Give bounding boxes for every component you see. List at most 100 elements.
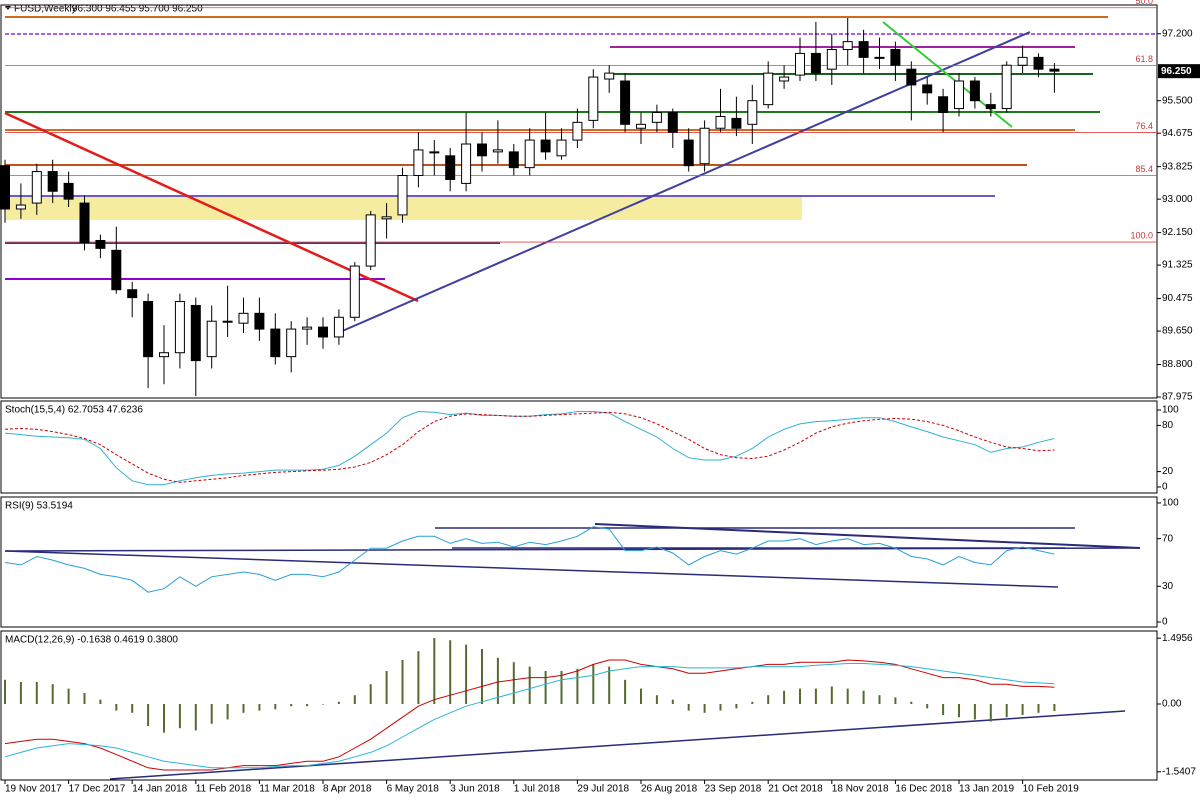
- histogram-bar: [226, 704, 229, 720]
- x-tick-label: 8 Apr 2018: [323, 784, 372, 795]
- candle-body: [588, 76, 599, 121]
- candle-body: [111, 249, 122, 291]
- candle-body: [397, 175, 408, 216]
- histogram-bar: [83, 693, 86, 705]
- histogram-bar: [878, 695, 881, 705]
- indicator-title: MACD(12,26,9) -0.1638 0.4619 0.3800: [5, 635, 178, 646]
- candle-body: [715, 115, 726, 129]
- y-tick-label: 0: [1162, 482, 1168, 493]
- candle-body: [254, 312, 265, 330]
- candle-body: [556, 139, 567, 157]
- histogram-bar: [194, 704, 197, 731]
- candle-body: [0, 165, 10, 210]
- trend-line: [4, 550, 1059, 588]
- histogram-bar: [290, 704, 293, 707]
- histogram-bar: [147, 704, 150, 727]
- candle-body: [159, 352, 169, 358]
- candle-body: [477, 143, 487, 157]
- histogram-bar: [846, 688, 849, 705]
- candle-body: [381, 216, 392, 220]
- candle-body: [461, 143, 472, 184]
- histogram-bar: [624, 679, 627, 705]
- candle-body: [810, 52, 821, 74]
- x-tick-label: 14 Jan 2018: [132, 784, 187, 795]
- histogram-bar: [512, 662, 515, 705]
- histogram-bar: [783, 690, 786, 705]
- histogram-bar: [735, 704, 738, 709]
- histogram-bar: [687, 704, 690, 711]
- trend-line: [4, 111, 419, 303]
- indicator-title: RSI(9) 53.5194: [5, 501, 73, 512]
- histogram-bar: [465, 644, 468, 705]
- histogram-bar: [353, 695, 356, 705]
- x-tick-label: 6 May 2018: [387, 784, 440, 795]
- y-tick-label: 92.150: [1162, 227, 1193, 238]
- histogram-bar: [1005, 704, 1008, 718]
- histogram-bar: [592, 664, 595, 705]
- histogram-bar: [417, 651, 420, 705]
- histogram-bar: [958, 704, 960, 718]
- histogram-bar: [830, 686, 833, 705]
- candle-body: [365, 214, 376, 267]
- histogram-bar: [655, 695, 658, 705]
- fib-label: 50.0: [1135, 0, 1153, 6]
- histogram-bar: [496, 657, 499, 705]
- candle-body: [1033, 56, 1044, 70]
- y-tick-label: 0.00: [1162, 699, 1182, 710]
- y-tick-label: 0: [1162, 617, 1168, 628]
- y-tick-label: 97.200: [1162, 28, 1193, 39]
- histogram-bar: [401, 659, 404, 705]
- y-tick-label: 20: [1162, 466, 1174, 477]
- histogram-bar: [178, 704, 181, 729]
- candle-body: [95, 239, 106, 249]
- candle-body: [15, 204, 26, 210]
- trend-line: [109, 710, 1126, 780]
- histogram-bar: [910, 701, 913, 705]
- histogram-bar: [242, 704, 245, 713]
- histogram-bar: [560, 671, 563, 705]
- x-tick-label: 10 Feb 2019: [1023, 784, 1080, 795]
- candle-body: [683, 139, 694, 167]
- x-tick-label: 16 Dec 2018: [895, 784, 952, 795]
- histogram-bar: [862, 690, 865, 705]
- fib-label: 100.0: [1130, 230, 1153, 240]
- candle-body: [604, 72, 615, 80]
- y-tick-label: 70: [1162, 533, 1174, 544]
- y-tick-label: 100: [1162, 498, 1179, 509]
- histogram-bar: [322, 704, 324, 705]
- candle-body: [969, 80, 980, 102]
- y-tick-label: 90.475: [1162, 293, 1193, 304]
- histogram-bar: [258, 704, 261, 711]
- y-tick-label: 91.325: [1162, 260, 1193, 271]
- histogram-bar: [528, 666, 531, 705]
- histogram-bar: [942, 704, 945, 716]
- histogram-bar: [894, 697, 897, 705]
- candle-body: [79, 202, 90, 243]
- histogram-bar: [306, 704, 309, 707]
- histogram-bar: [1053, 704, 1056, 712]
- candle-body: [508, 151, 519, 169]
- candle-body: [620, 80, 631, 125]
- candle-body: [270, 328, 281, 358]
- candle-body: [286, 328, 297, 358]
- y-tick-label: 30: [1162, 581, 1174, 592]
- y-tick-label: 87.975: [1162, 392, 1193, 403]
- trend-line: [339, 31, 1031, 333]
- histogram-bar: [274, 704, 277, 710]
- indicator-title: Stoch(15,5,4) 62.7053 47.6236: [5, 405, 143, 416]
- series-line: [4, 663, 1055, 769]
- candle-body: [524, 139, 535, 169]
- histogram-bar: [767, 695, 770, 705]
- candle-body: [985, 104, 996, 110]
- x-tick-label: 19 Nov 2017: [5, 784, 62, 795]
- candle-body: [938, 96, 949, 114]
- histogram-bar: [99, 699, 102, 705]
- histogram-bar: [1021, 704, 1024, 716]
- x-tick-label: 29 Jul 2018: [577, 784, 629, 795]
- histogram-bar: [608, 666, 611, 705]
- trend-line: [594, 523, 1141, 549]
- series-line: [4, 526, 1055, 593]
- candle-body: [858, 41, 869, 58]
- x-tick-label: 23 Sep 2018: [705, 784, 762, 795]
- histogram-bar: [131, 704, 134, 713]
